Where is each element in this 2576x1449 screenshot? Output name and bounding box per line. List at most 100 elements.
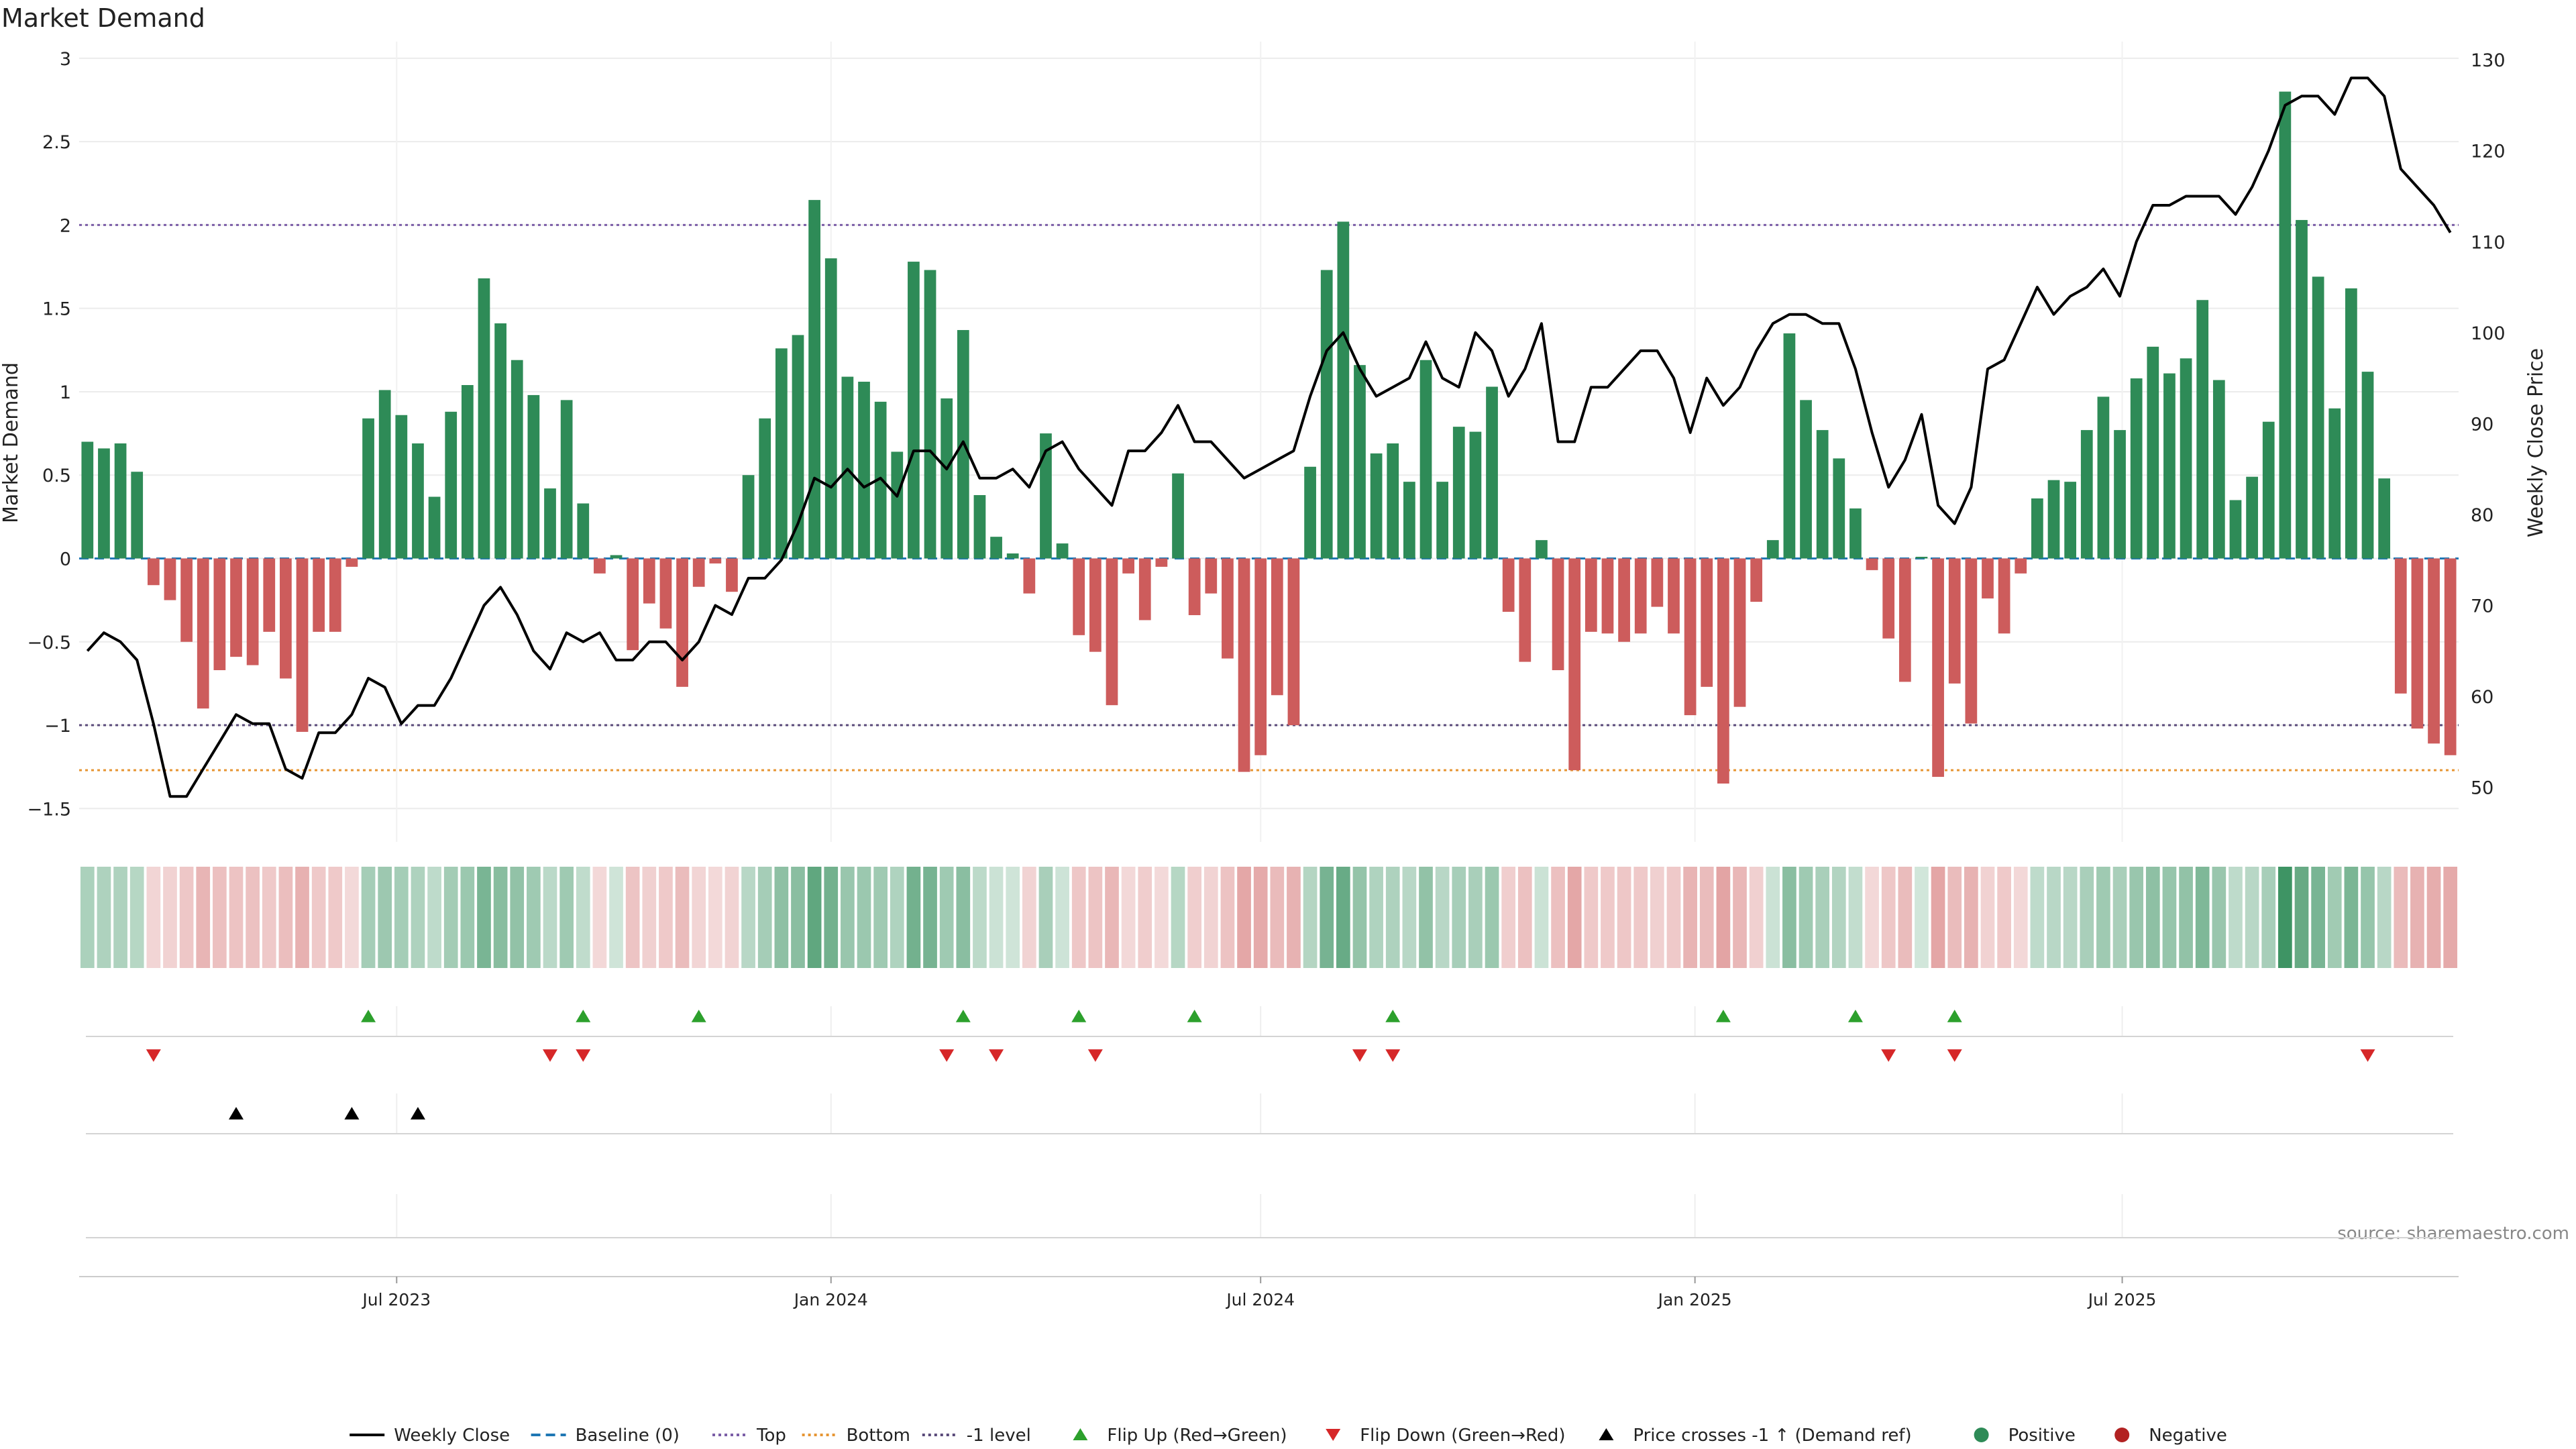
demand-bar: [2296, 219, 2308, 559]
demand-bar: [2394, 558, 2407, 694]
demand-bar: [2378, 478, 2391, 559]
price-cross-marker: [344, 1107, 360, 1120]
demand-strip-cell: [642, 867, 657, 968]
demand-bar: [1056, 543, 1069, 559]
demand-strip-cell: [1485, 867, 1499, 968]
demand-bar: [1948, 558, 1961, 684]
demand-bar: [627, 558, 639, 651]
flip-down-marker: [543, 1049, 558, 1062]
demand-bar: [2411, 558, 2424, 729]
demand-bar: [1469, 431, 1482, 559]
demand-bar: [296, 558, 309, 732]
demand-bar: [412, 443, 424, 559]
demand-strip-cell: [1385, 867, 1400, 968]
demand-bar: [659, 558, 672, 629]
demand-bar: [395, 415, 408, 559]
flip-down-marker: [1352, 1049, 1367, 1062]
demand-bar: [1965, 558, 1978, 724]
x-tick-label: Jan 2025: [1657, 1290, 1732, 1309]
flip-up-marker: [1715, 1010, 1731, 1022]
demand-strip-cell: [1584, 867, 1599, 968]
demand-bar: [1552, 558, 1564, 671]
demand-strip-cell: [1980, 867, 1995, 968]
demand-strip-cell: [906, 867, 921, 968]
legend-label: Flip Down (Green→Red): [1360, 1426, 1565, 1446]
demand-strip-cell: [973, 867, 987, 968]
demand-bar: [2428, 558, 2440, 744]
demand-bar: [1188, 558, 1201, 615]
demand-strip-cell: [1203, 867, 1218, 968]
x-tick-label: Jul 2025: [2087, 1290, 2157, 1309]
demand-strip-cell: [527, 867, 541, 968]
demand-strip-cell: [1435, 867, 1450, 968]
flip-up-marker: [1071, 1010, 1087, 1022]
demand-bar: [1536, 540, 1548, 559]
demand-bar: [1866, 558, 1878, 570]
demand-strip-cell: [378, 867, 392, 968]
demand-bar: [1519, 558, 1532, 662]
y2-axis-label: Weekly Close Price: [2524, 348, 2548, 537]
demand-strip-cell: [791, 867, 805, 968]
demand-strip-cell: [757, 867, 772, 968]
demand-strip-cell: [1055, 867, 1069, 968]
demand-strip-cell: [2426, 867, 2441, 968]
demand-bar: [924, 270, 936, 559]
demand-bar: [1205, 558, 1218, 594]
demand-strip-cell: [246, 867, 260, 968]
legend-label: Bottom: [847, 1426, 910, 1446]
source-label: source: sharemaestro.com: [2337, 1224, 2569, 1244]
demand-bar: [2345, 288, 2357, 559]
demand-strip-cell: [146, 867, 161, 968]
demand-strip-cell: [510, 867, 525, 968]
demand-strip-cell: [2047, 867, 2061, 968]
demand-bar: [1998, 558, 2010, 634]
y2-tick-label: 50: [2471, 778, 2493, 799]
demand-strip-cell: [1650, 867, 1664, 968]
demand-strip-cell: [675, 867, 690, 968]
demand-strip-cell: [890, 867, 904, 968]
demand-bar: [544, 488, 556, 559]
demand-bar: [263, 558, 276, 632]
demand-strip-cell: [1931, 867, 1945, 968]
demand-strip-cell: [1171, 867, 1185, 968]
demand-bar: [2180, 358, 2192, 559]
demand-bar: [1304, 466, 1316, 559]
demand-strip-cell: [1419, 867, 1433, 968]
demand-strip-cell: [80, 867, 95, 968]
demand-strip-cell: [2080, 867, 2094, 968]
demand-bar: [1419, 360, 1432, 559]
demand-bar: [1568, 558, 1581, 771]
demand-strip-cell: [692, 867, 706, 968]
demand-bar: [1138, 558, 1151, 621]
demand-bar: [692, 558, 705, 587]
demand-strip-cell: [196, 867, 211, 968]
demand-bar: [428, 496, 441, 559]
demand-bar: [2328, 408, 2341, 559]
demand-bar: [1618, 558, 1630, 642]
legend-label: Price crosses -1 ↑ (Demand ref): [1633, 1426, 1911, 1446]
demand-bar: [1486, 386, 1498, 559]
y2-tick-label: 90: [2471, 414, 2493, 435]
y-tick-label: 2.5: [42, 132, 71, 153]
demand-bar: [81, 441, 94, 559]
demand-strip-cell: [113, 867, 127, 968]
demand-bar: [213, 558, 226, 671]
demand-strip-cell: [278, 867, 293, 968]
demand-bar: [313, 558, 325, 632]
demand-strip-cell: [2311, 867, 2325, 968]
demand-bar: [2047, 480, 2060, 559]
demand-bar: [147, 558, 160, 586]
price-cross-marker: [410, 1107, 425, 1120]
demand-strip-cell: [1766, 867, 1780, 968]
demand-strip-cell: [477, 867, 491, 968]
demand-strip-cell: [1799, 867, 1813, 968]
demand-strip-cell: [559, 867, 574, 968]
legend-label: Baseline (0): [576, 1426, 680, 1446]
demand-strip-cell: [609, 867, 623, 968]
demand-bar: [1502, 558, 1515, 612]
flip-up-marker: [1947, 1010, 1962, 1022]
demand-bar: [1271, 558, 1283, 696]
demand-bar: [2015, 558, 2027, 574]
flip-down-marker: [576, 1049, 591, 1062]
